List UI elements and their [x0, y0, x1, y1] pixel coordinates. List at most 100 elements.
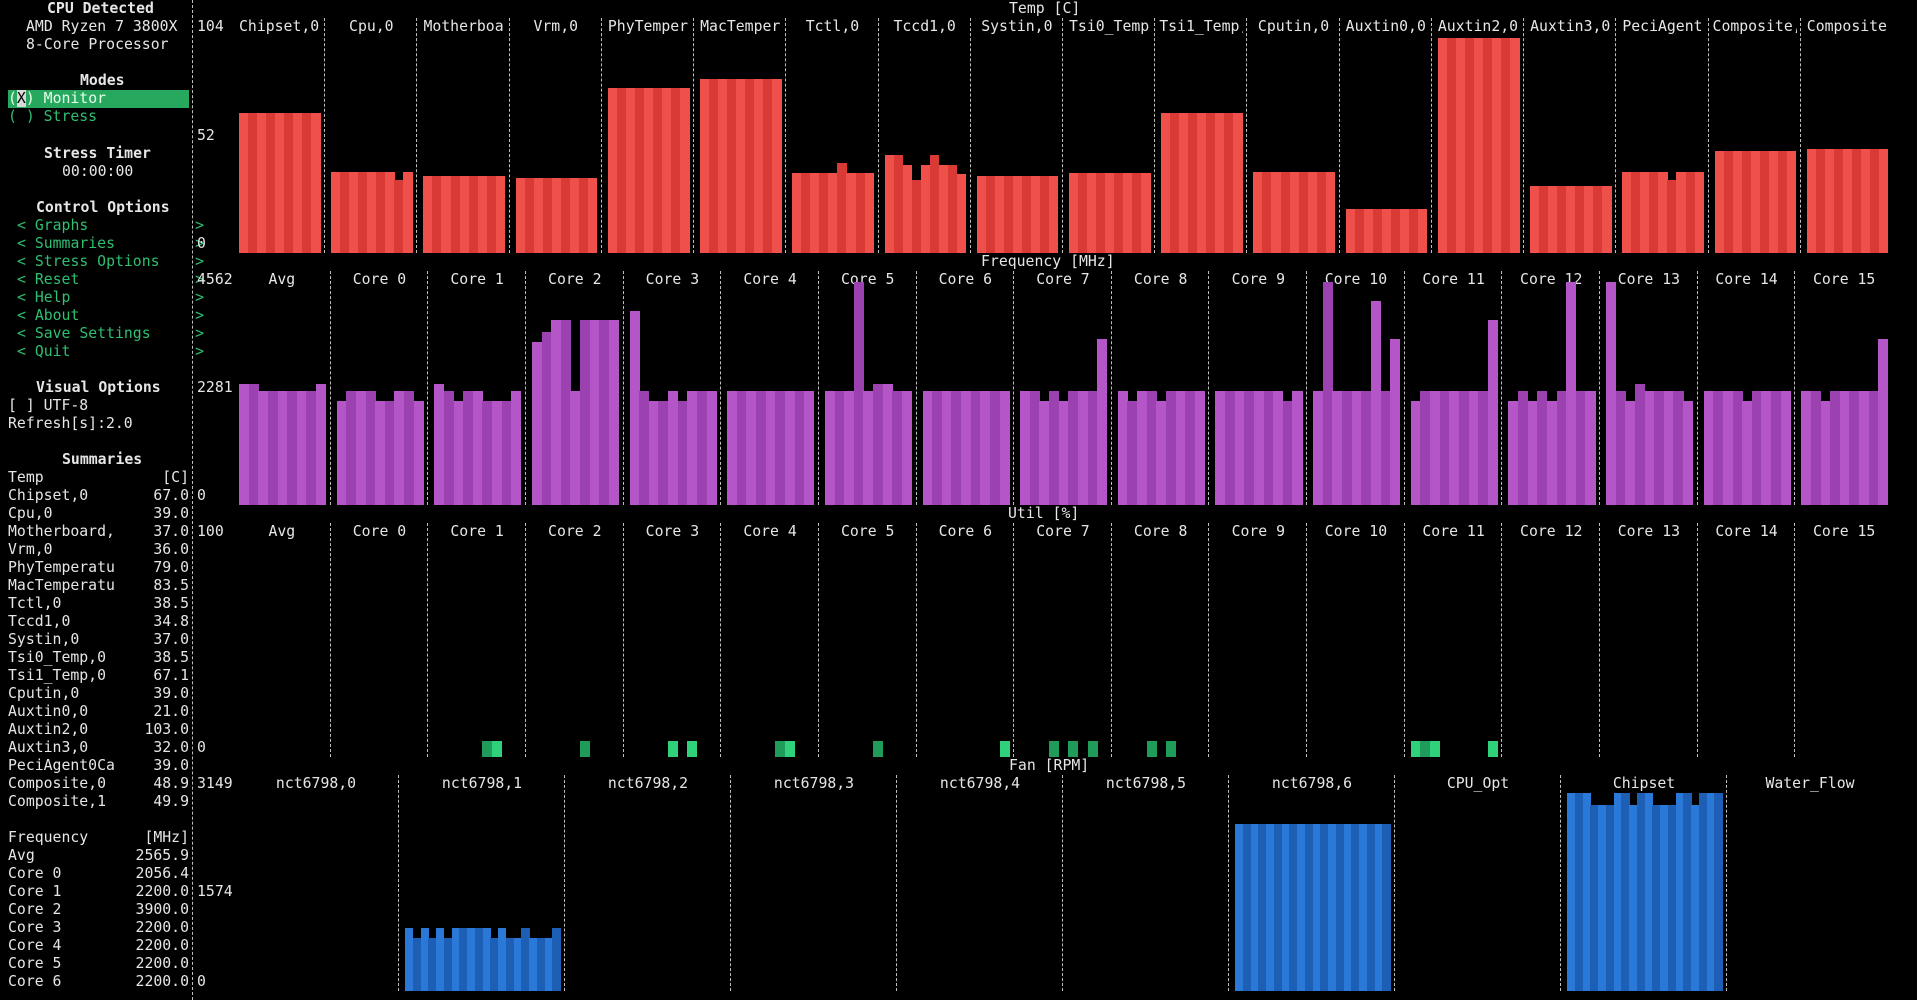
- fan-bar: [513, 937, 522, 991]
- temp-column-label: Cputin,0: [1257, 18, 1330, 35]
- util-column-label: Core 1: [450, 523, 504, 540]
- fan-bar: [467, 928, 476, 991]
- freq-bar: [267, 391, 278, 505]
- fan-bar: [1382, 824, 1391, 991]
- temp-bar: [560, 177, 571, 253]
- summary-value: 39.0: [153, 685, 189, 702]
- temp-bar: [1584, 186, 1594, 253]
- temp-bar: [1685, 171, 1696, 253]
- mode-monitor-radio[interactable]: (X) Monitor: [8, 90, 189, 108]
- temp-column-divider: [1615, 18, 1617, 253]
- util-column-label: Core 2: [548, 523, 602, 540]
- freq-column-label: Core 9: [1231, 271, 1286, 288]
- freq-bar: [727, 391, 738, 505]
- freq-bar: [1575, 391, 1586, 505]
- util-panel-title: Util [%]: [1008, 505, 1080, 522]
- temp-bar: [920, 165, 931, 253]
- control-option-2[interactable]: < Summaries >: [17, 235, 205, 252]
- temp-column-divider: [693, 18, 695, 253]
- freq-column-label: Core 11: [1422, 271, 1485, 288]
- temp-bar: [1390, 209, 1401, 253]
- freq-bar: [989, 391, 1001, 505]
- control-option-6[interactable]: < About >: [17, 307, 205, 324]
- freq-bar: [668, 391, 679, 505]
- util-column-divider: [1403, 523, 1405, 757]
- fan-column-divider: [730, 775, 731, 991]
- freq-bar: [951, 391, 962, 505]
- temp-bar: [376, 171, 386, 253]
- temp-bar: [293, 113, 303, 253]
- fan-bar: [1613, 793, 1622, 991]
- refresh-rate[interactable]: Refresh[s]:2.0: [8, 415, 133, 432]
- freq-bar: [1868, 391, 1879, 505]
- summary-value: [C]: [162, 469, 189, 486]
- freq-bar: [1430, 391, 1441, 505]
- summary-label: Cpu,0: [8, 505, 53, 522]
- freq-bar: [531, 341, 543, 505]
- summaries-title: Summaries: [62, 451, 143, 468]
- control-option-4[interactable]: < Reset >: [17, 271, 205, 288]
- visual-options-title: Visual Options: [36, 379, 161, 396]
- fan-bar: [1567, 793, 1576, 991]
- temp-bar: [893, 154, 904, 253]
- freq-column-divider: [720, 271, 722, 505]
- fan-column-divider: [1560, 775, 1561, 991]
- summary-label: Chipset,0: [8, 487, 89, 504]
- fan-bar: [443, 937, 452, 991]
- temp-bar: [1161, 112, 1171, 253]
- util-bar: [1068, 741, 1079, 757]
- freq-column-label: Core 0: [352, 271, 407, 288]
- temp-bar: [1280, 171, 1291, 253]
- temp-bar: [828, 172, 838, 253]
- temp-bar: [1851, 148, 1862, 253]
- temp-bar: [1860, 148, 1871, 253]
- util-column-label: Core 11: [1422, 523, 1485, 540]
- util-column-label: Core 14: [1715, 523, 1778, 540]
- temp-bar: [1483, 38, 1493, 253]
- utf8-checkbox[interactable]: [ ] UTF-8: [8, 397, 89, 414]
- temp-column-label: MacTemper: [700, 18, 781, 35]
- util-bar: [1487, 741, 1498, 757]
- temp-bar: [1566, 186, 1576, 253]
- fan-bar: [1312, 824, 1321, 991]
- util-column-divider: [1794, 523, 1796, 757]
- summary-label: Avg: [8, 847, 35, 864]
- temp-bar: [1123, 172, 1133, 253]
- cpu-model-line1: AMD Ryzen 7 3800X: [26, 18, 178, 35]
- temp-column-label: Tsi1_Temp,: [1159, 18, 1244, 35]
- util-column-label: Core 0: [352, 523, 407, 540]
- fan-column-divider: [1726, 775, 1727, 991]
- fan-bar: [1359, 824, 1368, 991]
- control-option-3[interactable]: < Stress Options >: [17, 253, 205, 270]
- temp-bar: [1078, 172, 1088, 253]
- control-option-8[interactable]: < Quit >: [17, 343, 205, 360]
- temp-column-label: Tctl,0: [805, 18, 860, 35]
- control-option-7[interactable]: < Save Settings >: [17, 325, 205, 342]
- temp-bar: [1289, 171, 1300, 253]
- freq-bar: [765, 391, 776, 505]
- fan-bar: [1660, 804, 1669, 991]
- freq-bar: [501, 400, 512, 505]
- freq-bar: [1332, 391, 1343, 505]
- fan-panel-title: Fan [RPM]: [1009, 757, 1090, 774]
- util-column-divider: [1696, 523, 1698, 757]
- util-bar: [1087, 741, 1098, 757]
- freq-column-label: Core 6: [938, 271, 993, 288]
- control-option-5[interactable]: < Help >: [17, 289, 205, 306]
- mode-stress-radio[interactable]: ( ) Stress: [8, 108, 97, 126]
- temp-bar: [736, 78, 746, 253]
- fan-column-label: nct6798,1: [441, 775, 523, 792]
- temp-bar: [1003, 175, 1014, 253]
- util-column-label: Core 5: [840, 523, 895, 540]
- freq-column-divider: [1599, 271, 1601, 505]
- temp-bar: [1021, 175, 1032, 253]
- freq-bar: [1420, 391, 1431, 505]
- fan-bar: [1667, 804, 1676, 991]
- freq-bar: [306, 391, 317, 505]
- control-option-1[interactable]: < Graphs >: [17, 217, 205, 234]
- temp-bar: [450, 175, 461, 253]
- freq-bar: [1820, 400, 1831, 505]
- freq-bar: [1039, 400, 1050, 505]
- freq-bar: [1683, 400, 1694, 505]
- util-column-divider: [1208, 523, 1210, 757]
